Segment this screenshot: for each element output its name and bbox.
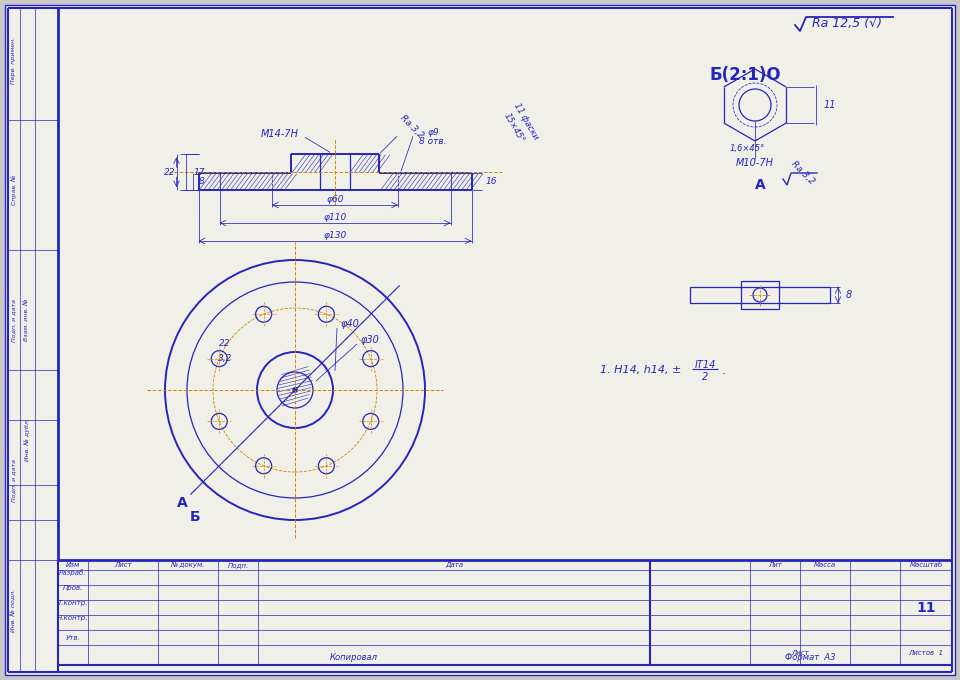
Text: 3,2: 3,2 (218, 354, 232, 364)
Text: Лист: Лист (791, 650, 809, 656)
Text: 8: 8 (199, 177, 204, 186)
Bar (690, 287, 830, 303)
Text: Лист: Лист (114, 562, 132, 568)
Text: Т.контр.: Т.контр. (58, 600, 88, 606)
Text: 17: 17 (194, 168, 205, 177)
Text: Пров.: Пров. (62, 585, 84, 591)
Text: Инв. № подл.: Инв. № подл. (12, 588, 16, 632)
Text: А: А (177, 496, 188, 509)
Text: φ130: φ130 (324, 231, 347, 241)
Text: Масштаб: Масштаб (909, 562, 943, 568)
Text: φ40: φ40 (341, 319, 359, 329)
Text: Утв.: Утв. (65, 635, 81, 641)
Text: 11 фаски: 11 фаски (513, 101, 540, 141)
Text: 11: 11 (824, 100, 836, 110)
Text: 8: 8 (846, 290, 852, 300)
Text: М14-7Н: М14-7Н (261, 129, 299, 139)
Text: Дата: Дата (444, 562, 463, 568)
Circle shape (293, 388, 298, 392)
Text: Ra 3,2: Ra 3,2 (789, 160, 816, 186)
Text: Формат  А3: Формат А3 (784, 653, 835, 662)
Text: Масса: Масса (814, 562, 836, 568)
Text: Н.контр.: Н.контр. (58, 615, 88, 621)
Text: Инв. № дубл.: Инв. № дубл. (24, 419, 30, 462)
Text: 15×45°: 15×45° (501, 112, 525, 145)
Text: Ra 12,5 (√): Ra 12,5 (√) (812, 18, 882, 31)
Text: Листов  1: Листов 1 (908, 650, 944, 656)
Text: φ110: φ110 (324, 214, 347, 222)
Text: М10-7Н: М10-7Н (736, 158, 774, 168)
Text: Изм: Изм (66, 562, 80, 568)
Text: Подп. и дата: Подп. и дата (12, 299, 16, 341)
Text: .: . (722, 364, 726, 377)
Text: Взам. инв. №: Взам. инв. № (25, 299, 30, 341)
Text: Перв. примен.: Перв. примен. (12, 36, 16, 84)
Text: 2: 2 (702, 372, 708, 382)
Text: IT14: IT14 (694, 360, 716, 370)
Text: φ30: φ30 (361, 335, 379, 345)
Text: 11: 11 (916, 601, 936, 615)
Text: 8 отв.: 8 отв. (420, 137, 446, 146)
Text: φ60: φ60 (326, 196, 344, 205)
Text: 16: 16 (486, 177, 497, 186)
Text: Справ. №: Справ. № (12, 175, 17, 205)
Text: Разраб.: Разраб. (60, 570, 86, 577)
Text: Копировал: Копировал (330, 653, 378, 662)
Text: Б: Б (190, 509, 201, 524)
Text: 1,6×45°: 1,6×45° (730, 143, 765, 152)
Text: Б(2:1)О: Б(2:1)О (709, 66, 780, 84)
Text: № докум.: № докум. (171, 562, 205, 568)
Text: Подп.: Подп. (228, 562, 249, 568)
Text: А: А (755, 178, 765, 192)
Text: 22: 22 (219, 339, 230, 348)
Text: Лит: Лит (768, 562, 782, 568)
Text: 1. H14, h14, ±: 1. H14, h14, ± (600, 365, 682, 375)
Bar (741, 281, 779, 309)
Text: 22: 22 (164, 168, 176, 177)
Text: Ra 3,2: Ra 3,2 (398, 113, 425, 139)
Text: φ9: φ9 (427, 128, 439, 137)
Text: Подп. и дата: Подп. и дата (12, 458, 16, 502)
